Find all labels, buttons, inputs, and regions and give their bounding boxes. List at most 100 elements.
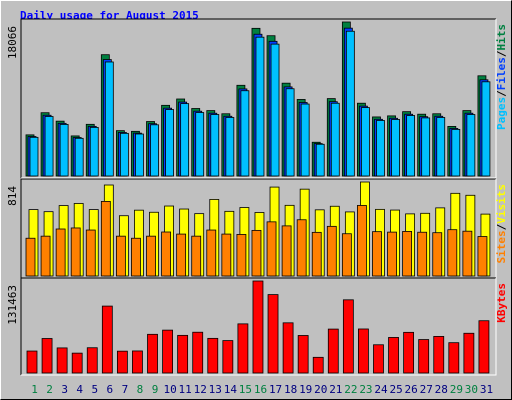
bar (327, 328, 339, 374)
bar (281, 225, 292, 277)
x-tick-label: 21 (329, 383, 342, 396)
bar (165, 109, 174, 177)
bar (478, 320, 490, 374)
bar (222, 340, 234, 374)
bar (40, 235, 51, 277)
bar (466, 114, 476, 177)
bar (451, 128, 461, 177)
bar (26, 350, 38, 374)
bar (146, 235, 156, 277)
bar (481, 81, 491, 177)
bar (402, 231, 413, 277)
x-tick-label: 15 (239, 383, 252, 396)
bar (462, 230, 473, 277)
bar (59, 124, 69, 177)
bar (104, 61, 114, 177)
bar (266, 221, 277, 277)
bar (403, 331, 415, 374)
x-tick-label: 12 (194, 383, 207, 396)
y-tick-label: 131463 (6, 285, 19, 325)
bar (372, 231, 382, 277)
bar (330, 102, 340, 177)
x-tick-label: 29 (450, 383, 463, 396)
x-tick-label: 19 (299, 383, 312, 396)
x-tick-label: 17 (269, 383, 282, 396)
panel-border-light (21, 278, 497, 376)
bar (131, 237, 141, 277)
bar (101, 305, 113, 374)
bar (391, 119, 400, 177)
bar (176, 233, 187, 277)
bar (237, 323, 249, 374)
legend-separator: / (495, 90, 508, 97)
bar (433, 336, 445, 374)
x-tick-label: 6 (107, 383, 114, 396)
bar (29, 136, 39, 177)
bar (89, 127, 99, 177)
y-tick-label: 814 (6, 186, 19, 206)
x-tick-label: 22 (344, 383, 357, 396)
panel-border-light (21, 19, 497, 179)
x-tick-label: 5 (91, 383, 98, 396)
x-tick-label: 24 (374, 383, 388, 396)
bar (147, 333, 158, 374)
bar (25, 237, 36, 277)
x-tick-label: 14 (224, 383, 238, 396)
bar (86, 347, 98, 374)
bar (270, 43, 280, 177)
x-tick-label: 2 (46, 383, 53, 396)
bar (116, 350, 128, 374)
x-tick-label: 28 (435, 383, 448, 396)
bar (252, 280, 264, 374)
x-tick-label: 10 (163, 383, 176, 396)
bar (477, 236, 488, 277)
bar (251, 229, 262, 277)
bar (132, 350, 143, 374)
legend-entry: Files (495, 57, 508, 90)
bar (192, 331, 204, 374)
bar (312, 356, 324, 374)
bar (55, 228, 66, 277)
bar (388, 337, 399, 374)
bar (373, 344, 384, 374)
y-tick-label: 18066 (6, 26, 19, 59)
x-tick-label: 18 (284, 383, 297, 396)
bar (100, 201, 111, 277)
legend-entry: Pages (495, 97, 508, 130)
bar (162, 329, 173, 374)
bar (195, 112, 205, 177)
bar (376, 120, 385, 177)
x-tick-label: 23 (359, 383, 372, 396)
bar (150, 124, 159, 177)
bar (285, 88, 295, 177)
bar (361, 107, 370, 177)
legend-separator: / (495, 50, 508, 57)
bar (463, 332, 475, 374)
bar (297, 335, 309, 374)
legend-entry: Sites (495, 230, 508, 263)
legend-separator: / (495, 223, 508, 230)
bar (240, 90, 250, 177)
x-tick-label: 20 (314, 383, 327, 396)
bar (85, 229, 96, 277)
bar (221, 233, 232, 277)
bar (387, 231, 397, 277)
bar (326, 225, 337, 277)
x-tick-label: 9 (152, 383, 159, 396)
bar (161, 231, 171, 277)
bar (296, 219, 307, 277)
bar (311, 231, 322, 277)
bar (267, 294, 279, 374)
bar (345, 30, 355, 177)
panel-border-dark (20, 277, 496, 375)
bar (191, 235, 202, 277)
bar (44, 116, 54, 177)
x-tick-label: 31 (480, 383, 493, 396)
legend: Sites/Visits (495, 184, 508, 264)
x-tick-label: 1 (31, 383, 38, 396)
bar (236, 234, 247, 277)
bar (180, 103, 190, 177)
bar (282, 322, 294, 374)
